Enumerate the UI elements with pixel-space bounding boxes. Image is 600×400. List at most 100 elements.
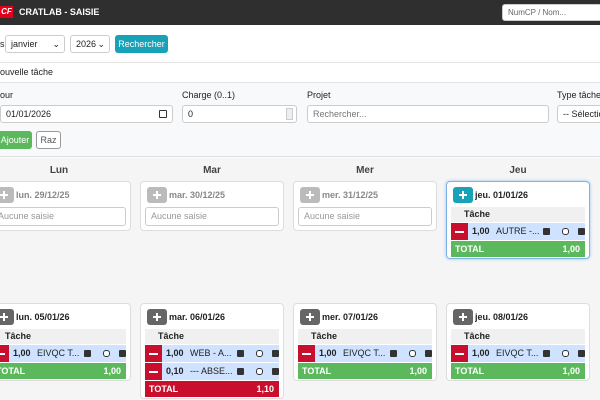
day-date: mar. 30/12/25 [169, 190, 226, 200]
field-label: Projet [307, 90, 331, 100]
day-date: jeu. 08/01/26 [475, 312, 529, 322]
day-card[interactable]: jeu. 08/01/26 Tâche 1,00 EIVQC T... TOTAL 1,0… [446, 303, 590, 381]
entry-action[interactable] [256, 368, 263, 375]
day-card[interactable]: jeu. 01/01/26 Tâche 1,00 AUTRE -... TOTAL 1,0… [446, 181, 590, 259]
reset-button[interactable]: Raz [36, 131, 61, 149]
remove-entry-button[interactable] [0, 345, 9, 362]
month-select[interactable]: janvier ⌄ [5, 35, 65, 53]
total-label: TOTAL [455, 244, 485, 254]
field-label: Charge (0..1) [182, 90, 236, 100]
day-date: mar. 06/01/26 [169, 312, 226, 322]
day-date: mer. 31/12/25 [322, 190, 379, 200]
day-card[interactable]: mer. 31/12/25 Aucune saisie [293, 181, 437, 231]
total-value: 1,00 [103, 366, 121, 376]
entry-action[interactable] [390, 350, 397, 357]
plus-icon [156, 313, 158, 321]
remove-entry-button[interactable] [451, 223, 468, 240]
day-date: lun. 05/01/26 [16, 312, 70, 322]
entry-charge: 0,10 [166, 366, 184, 376]
table-header: Tâche [0, 329, 126, 344]
day-card[interactable]: lun. 05/01/26 Tâche 1,00 EIVQC T... TOTAL 1,0… [0, 303, 131, 381]
add-entry-button[interactable] [453, 187, 473, 203]
remove-entry-button[interactable] [298, 345, 315, 362]
day-card[interactable]: mar. 06/01/26 Tâche 1,00 WEB - A... 0,10 --- … [140, 303, 284, 399]
total-value: 1,10 [256, 384, 274, 394]
minus-icon [455, 231, 464, 233]
total-row: TOTAL 1,10 [145, 381, 279, 397]
add-button[interactable]: Ajouter [0, 131, 32, 149]
day-card[interactable]: mer. 07/01/26 Tâche 1,00 EIVQC T... TOTAL 1,0… [293, 303, 437, 381]
remove-entry-button[interactable] [451, 345, 468, 362]
entry-task: EIVQC T... [37, 348, 80, 358]
form-title: ouvelle tâche [0, 67, 54, 77]
add-entry-button[interactable] [0, 187, 14, 203]
empty-message: Aucune saisie [298, 207, 432, 226]
total-value: 1,00 [409, 366, 427, 376]
entry-action[interactable] [543, 228, 550, 235]
year-select[interactable]: 2026 ⌄ [70, 35, 110, 53]
entry-action[interactable] [272, 350, 279, 357]
entry-action[interactable] [562, 228, 569, 235]
add-entry-button[interactable] [147, 309, 167, 325]
total-value: 1,00 [562, 244, 580, 254]
day-card[interactable]: lun. 29/12/25 Aucune saisie [0, 181, 131, 231]
entry-charge: 1,00 [319, 348, 337, 358]
day-card[interactable]: mar. 30/12/25 Aucune saisie [140, 181, 284, 231]
entry-task: AUTRE -... [496, 226, 540, 236]
day-date: mer. 07/01/26 [322, 312, 379, 322]
minus-icon [149, 353, 158, 355]
month-value: janvier [11, 39, 38, 49]
total-row: TOTAL 1,00 [298, 363, 432, 379]
year-value: 2026 [76, 39, 97, 49]
entry-action[interactable] [237, 368, 244, 375]
search-input[interactable]: NumCP / Nom... [502, 4, 600, 21]
top-bar: CF CRATLAB - SAISIE NumCP / Nom... [0, 0, 600, 25]
total-label: TOTAL [149, 384, 179, 394]
app-title: CRATLAB - SAISIE [19, 7, 100, 17]
add-entry-button[interactable] [300, 309, 320, 325]
entry-action[interactable] [103, 350, 110, 357]
search-button[interactable]: Rechercher [115, 35, 168, 53]
empty-message: Aucune saisie [0, 207, 126, 226]
field-label: Type tâche [557, 90, 600, 100]
entry-action[interactable] [562, 350, 569, 357]
spinner [286, 108, 293, 120]
total-row: TOTAL 1,00 [0, 363, 126, 379]
table-header: Tâche [451, 207, 585, 222]
field-input[interactable]: 0 [182, 105, 297, 123]
entry-action[interactable] [237, 350, 244, 357]
remove-entry-button[interactable] [145, 363, 162, 380]
entry-action[interactable] [578, 350, 585, 357]
remove-entry-button[interactable] [145, 345, 162, 362]
field-input[interactable]: Rechercher... [307, 105, 549, 123]
field-input[interactable]: 01/01/2026 [0, 105, 173, 123]
entry-action[interactable] [425, 350, 432, 357]
entry-task: EIVQC T... [496, 348, 539, 358]
entry-row: 1,00 EIVQC T... [0, 345, 126, 362]
field-value: 0 [188, 109, 194, 119]
add-entry-button[interactable] [0, 309, 14, 325]
add-entry-button[interactable] [453, 309, 473, 325]
field-value: Rechercher... [313, 109, 367, 119]
total-label: TOTAL [455, 366, 485, 376]
minus-icon [149, 371, 158, 373]
entry-task: WEB - A... [190, 348, 232, 358]
entry-action[interactable] [272, 368, 279, 375]
entry-action[interactable] [543, 350, 550, 357]
entry-task: --- ABSE... [190, 366, 233, 376]
plus-icon [3, 313, 5, 321]
entry-action[interactable] [409, 350, 416, 357]
table-header: Tâche [145, 329, 279, 344]
entry-action[interactable] [256, 350, 263, 357]
entry-row: 1,00 EIVQC T... [451, 345, 585, 362]
plus-icon [309, 191, 311, 199]
logo: CF [0, 6, 13, 18]
field-input[interactable]: -- Sélection [557, 105, 600, 123]
entry-action[interactable] [119, 350, 126, 357]
entry-charge: 1,00 [13, 348, 31, 358]
entry-action[interactable] [84, 350, 91, 357]
entry-action[interactable] [578, 228, 585, 235]
add-entry-button[interactable] [300, 187, 320, 203]
add-entry-button[interactable] [147, 187, 167, 203]
day-header: Mar [203, 165, 221, 176]
